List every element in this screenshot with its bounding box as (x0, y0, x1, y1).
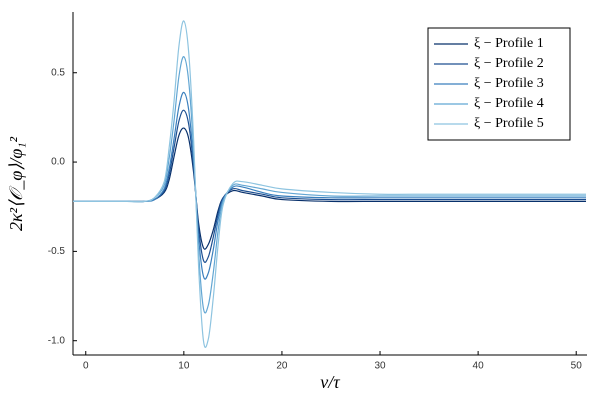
series-line (73, 91, 587, 280)
y-tick-label: 0.0 (51, 157, 65, 168)
y-tick-label: 0.5 (51, 67, 65, 78)
legend-label: ξ − Profile 5 (474, 116, 544, 131)
x-tick-label: 40 (473, 361, 485, 372)
legend-label: ξ − Profile 3 (474, 76, 544, 91)
y-tick-label: -0.5 (48, 246, 66, 257)
series-line (73, 127, 587, 250)
x-axis-label: v/τ (320, 372, 340, 392)
x-tick-label: 0 (83, 361, 89, 372)
legend-label: ξ − Profile 4 (474, 96, 544, 111)
x-tick-label: 20 (276, 361, 288, 372)
y-axis-label: 2κ²⟨𝒪_φ⟩/φ₁² (6, 136, 26, 231)
legend-label: ξ − Profile 2 (474, 56, 544, 71)
x-tick-label: 30 (374, 361, 386, 372)
series-line (73, 20, 587, 348)
legend-label: ξ − Profile 1 (474, 36, 544, 51)
x-tick-label: 50 (571, 361, 583, 372)
x-tick-label: 10 (178, 361, 190, 372)
y-tick-label: -1.0 (48, 335, 66, 346)
